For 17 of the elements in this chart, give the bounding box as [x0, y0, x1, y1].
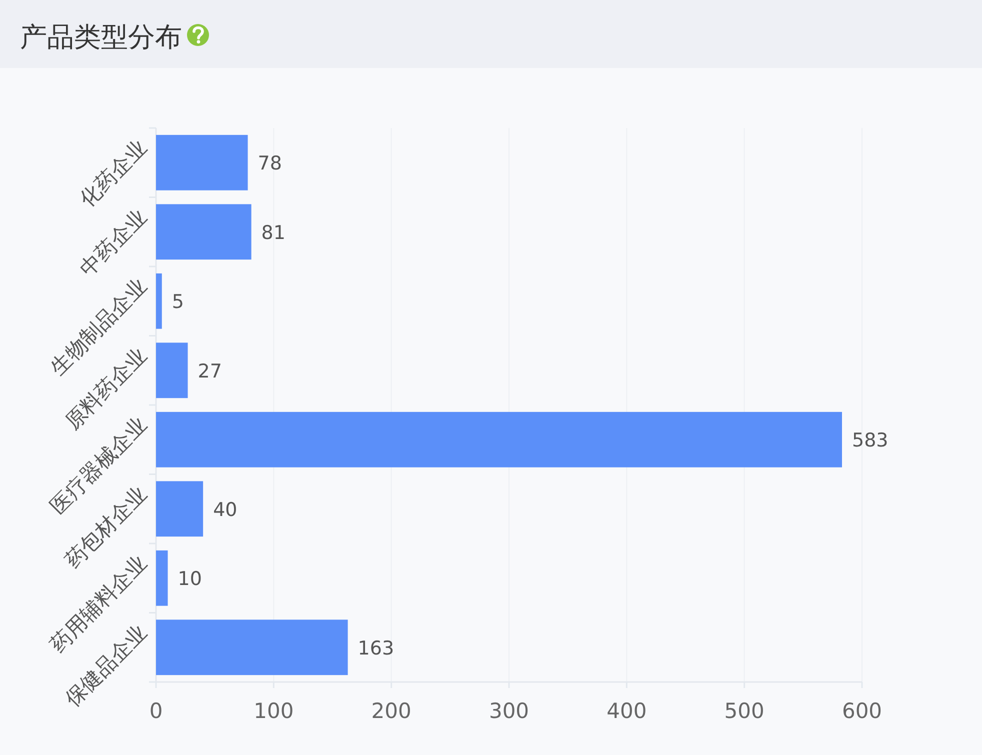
data-label: 583 [852, 430, 888, 452]
title: 产品类型分布 [20, 22, 182, 53]
data-label: 78 [258, 152, 282, 175]
y-tick-label: 化药企业 [75, 135, 152, 212]
data-label: 163 [358, 637, 394, 660]
x-tick-label: 500 [724, 699, 764, 723]
x-tick-label: 300 [488, 699, 530, 723]
x-tick-label: 400 [606, 699, 647, 723]
x-tick-label: 0 [149, 699, 163, 723]
x-tick-label: 200 [371, 699, 412, 723]
data-label: 27 [198, 360, 222, 382]
x-tick-label: 600 [842, 699, 882, 723]
data-label: 40 [213, 498, 238, 521]
data-label: 81 [261, 222, 286, 244]
data-label: 5 [172, 291, 184, 314]
x-tick-label: 100 [254, 699, 294, 723]
data-label: 10 [178, 568, 202, 590]
